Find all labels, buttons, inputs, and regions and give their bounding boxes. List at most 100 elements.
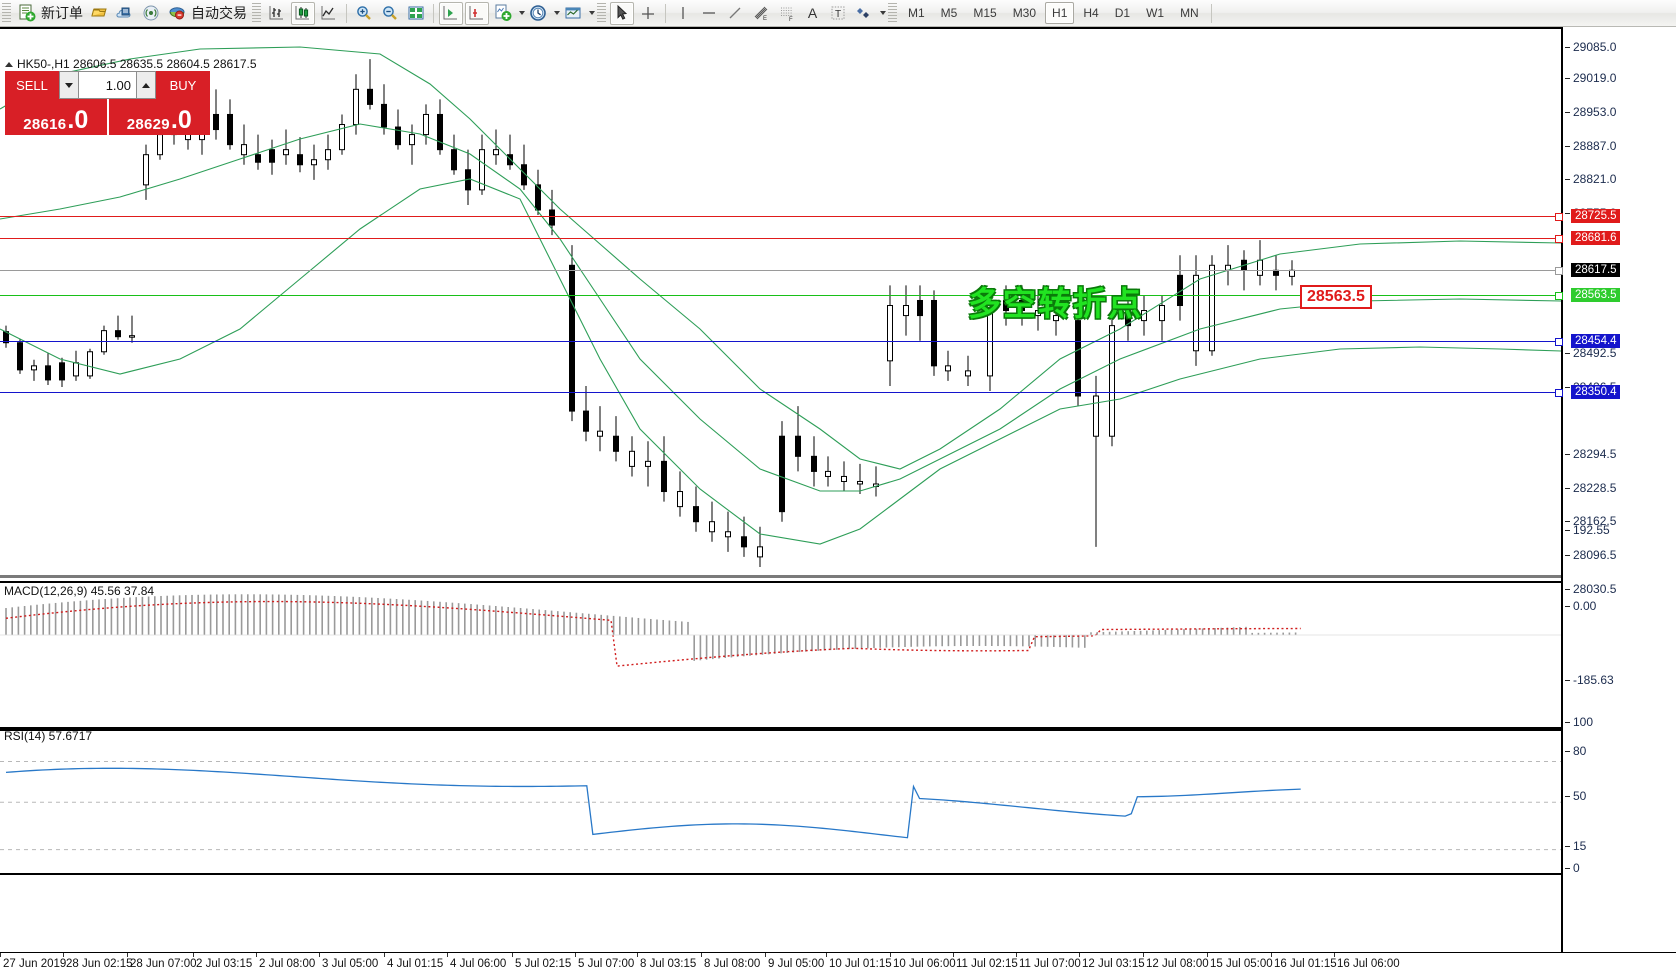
new-order-label[interactable]: 新订单 xyxy=(41,5,83,21)
price-axis[interactable]: 29085.029019.028953.028887.028821.028755… xyxy=(1561,27,1676,953)
macd-pane-canvas[interactable] xyxy=(0,583,1561,727)
template-icon[interactable] xyxy=(561,2,585,25)
timeframe-m1[interactable]: M1 xyxy=(908,6,925,20)
timeframe-mn[interactable]: MN xyxy=(1180,6,1199,20)
collapse-arrow-icon[interactable] xyxy=(5,62,13,68)
timeframe-h1[interactable]: H1 xyxy=(1045,2,1075,24)
chevron-down-icon xyxy=(65,82,73,88)
price-level-handle[interactable] xyxy=(1555,292,1563,300)
price-level-line[interactable] xyxy=(0,341,1561,342)
autotrade-label[interactable]: 自动交易 xyxy=(191,5,247,21)
shapes-dropdown-icon[interactable] xyxy=(880,11,886,15)
price-level-line[interactable] xyxy=(0,216,1561,217)
cursor-icon[interactable] xyxy=(610,1,634,25)
toolbar-grip-4[interactable] xyxy=(888,3,897,23)
buy-price-decimal: .0 xyxy=(170,106,192,135)
price-pane-canvas[interactable] xyxy=(0,29,1561,575)
price-level-line[interactable] xyxy=(0,295,1561,296)
folder-icon[interactable] xyxy=(87,2,111,25)
volume-stepper[interactable]: 1.00 xyxy=(59,71,156,99)
axis-tick: 29019.0 xyxy=(1565,71,1616,85)
add-indicator-icon[interactable] xyxy=(491,2,515,25)
sell-price[interactable]: 28616 .0 xyxy=(5,99,107,135)
period-dropdown-icon[interactable] xyxy=(554,11,560,15)
toolbar-separator-4 xyxy=(1210,3,1212,23)
period-icon[interactable] xyxy=(526,2,550,25)
publish-icon[interactable] xyxy=(113,2,137,25)
timeframe-d1[interactable]: D1 xyxy=(1114,6,1131,20)
price-level-tag[interactable]: 28563.5 xyxy=(1571,288,1620,302)
candlestick-chart-icon[interactable] xyxy=(291,1,315,25)
volume-decrease-button[interactable] xyxy=(59,71,79,99)
trend-line-icon[interactable] xyxy=(723,2,747,25)
time-axis-label: 28 Jun 07:00 xyxy=(130,958,197,970)
toolbar-grip-2[interactable] xyxy=(252,3,261,23)
price-level-tag[interactable]: 28454.4 xyxy=(1571,334,1620,348)
toolbar-grip[interactable] xyxy=(2,3,11,23)
price-level-line[interactable] xyxy=(0,238,1561,239)
svg-text:F: F xyxy=(789,17,793,22)
expert-advisor-icon[interactable] xyxy=(165,2,189,25)
inchart-price-tag[interactable]: 28563.5 xyxy=(1300,285,1372,309)
timeframe-m5[interactable]: M5 xyxy=(940,6,958,20)
zoom-in-icon[interactable] xyxy=(352,2,376,25)
timeframe-h4[interactable]: H4 xyxy=(1083,6,1099,20)
svg-text:T: T xyxy=(835,9,841,20)
oct-top-row: SELL 1.00 BUY xyxy=(5,71,210,99)
time-axis-tick xyxy=(765,953,766,957)
price-level-tag[interactable]: 28681.6 xyxy=(1571,231,1620,245)
fibonacci-icon[interactable]: F xyxy=(775,2,799,25)
volume-increase-button[interactable] xyxy=(136,71,156,99)
text-icon[interactable]: T xyxy=(826,2,850,25)
zoom-out-icon[interactable] xyxy=(378,2,402,25)
line-chart-icon[interactable] xyxy=(317,2,341,25)
time-axis[interactable]: 27 Jun 2019 28 Jun 02:15 28 Jun 07:00 2 Jul… xyxy=(0,952,1676,980)
axis-tick: -185.63 xyxy=(1565,673,1614,687)
time-axis-label: 27 Jun 2019 xyxy=(3,958,67,970)
bar-chart-icon[interactable] xyxy=(265,2,289,25)
price-level-handle[interactable] xyxy=(1555,389,1563,397)
timeframe-m30[interactable]: M30 xyxy=(1012,6,1037,20)
template-dropdown-icon[interactable] xyxy=(589,11,595,15)
price-level-handle[interactable] xyxy=(1555,338,1563,346)
toolbar-separator-2 xyxy=(433,3,434,23)
rsi-pane-canvas[interactable] xyxy=(0,731,1561,873)
chart-annotation-text[interactable]: 多空转折点 xyxy=(968,284,1143,323)
chart-workspace[interactable]: HK50-,H1 28606.5 28635.5 28604.5 28617.5… xyxy=(0,27,1676,980)
price-level-line[interactable] xyxy=(0,270,1561,271)
crosshair-icon[interactable] xyxy=(636,2,660,25)
auto-scroll-icon[interactable] xyxy=(439,1,463,25)
macd-pane[interactable] xyxy=(0,581,1561,729)
text-label-icon[interactable]: A xyxy=(807,5,818,21)
toolbar-grip-3[interactable] xyxy=(597,3,606,23)
price-level-tag[interactable]: 28350.4 xyxy=(1571,385,1620,399)
volume-input[interactable]: 1.00 xyxy=(79,71,136,99)
one-click-trading-panel[interactable]: SELL 1.00 BUY 28616 .0 28629 .0 xyxy=(5,71,210,135)
signal-icon[interactable] xyxy=(139,2,163,25)
chart-shift-icon[interactable] xyxy=(465,1,489,25)
chevron-up-icon xyxy=(142,82,150,88)
price-level-handle[interactable] xyxy=(1555,213,1563,221)
symbol-ohlc-header: HK50-,H1 28606.5 28635.5 28604.5 28617.5 xyxy=(5,57,257,71)
vertical-line-icon[interactable] xyxy=(671,2,695,25)
shapes-icon[interactable] xyxy=(852,2,876,25)
macd-title: MACD(12,26,9) 45.56 37.84 xyxy=(4,584,155,598)
buy-price[interactable]: 28629 .0 xyxy=(106,99,210,135)
horizontal-line-icon[interactable] xyxy=(697,2,721,25)
timeframe-w1[interactable]: W1 xyxy=(1146,6,1165,20)
new-order-icon[interactable] xyxy=(15,2,39,25)
price-level-handle[interactable] xyxy=(1555,235,1563,243)
data-window-icon[interactable] xyxy=(404,2,428,25)
axis-tick: 100 xyxy=(1565,715,1593,729)
price-level-handle[interactable] xyxy=(1555,267,1563,275)
buy-button[interactable]: BUY xyxy=(156,71,210,99)
price-level-tag[interactable]: 28617.5 xyxy=(1571,263,1620,277)
sell-button[interactable]: SELL xyxy=(5,71,59,99)
svg-text:E: E xyxy=(763,16,767,22)
price-level-tag[interactable]: 28725.5 xyxy=(1571,209,1620,223)
price-level-line[interactable] xyxy=(0,392,1561,393)
rsi-pane[interactable] xyxy=(0,729,1561,875)
equidistant-channel-icon[interactable]: E xyxy=(749,2,773,25)
add-indicator-dropdown-icon[interactable] xyxy=(519,11,525,15)
timeframe-m15[interactable]: M15 xyxy=(973,6,997,20)
